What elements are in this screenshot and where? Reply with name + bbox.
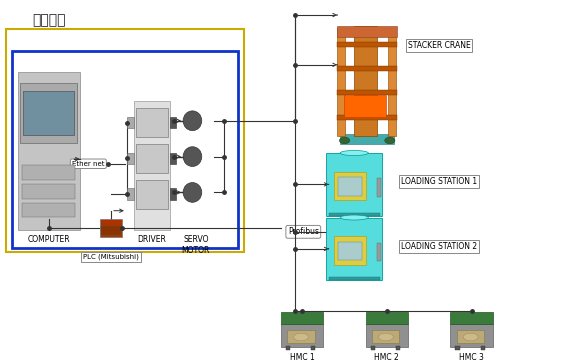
FancyBboxPatch shape xyxy=(456,329,484,343)
Ellipse shape xyxy=(183,147,202,166)
FancyBboxPatch shape xyxy=(281,312,323,324)
FancyBboxPatch shape xyxy=(22,203,75,217)
FancyBboxPatch shape xyxy=(23,91,74,135)
FancyBboxPatch shape xyxy=(170,189,176,200)
FancyBboxPatch shape xyxy=(388,28,396,135)
FancyBboxPatch shape xyxy=(22,184,75,198)
FancyBboxPatch shape xyxy=(337,242,362,260)
FancyBboxPatch shape xyxy=(127,153,134,164)
Text: STACKER CRANE: STACKER CRANE xyxy=(408,41,471,50)
FancyBboxPatch shape xyxy=(450,312,493,324)
FancyBboxPatch shape xyxy=(329,277,380,280)
FancyBboxPatch shape xyxy=(340,134,394,144)
FancyBboxPatch shape xyxy=(354,26,376,135)
FancyBboxPatch shape xyxy=(337,178,362,196)
FancyBboxPatch shape xyxy=(170,153,176,164)
FancyBboxPatch shape xyxy=(137,144,168,173)
Text: Profibus: Profibus xyxy=(288,228,319,236)
Ellipse shape xyxy=(385,137,395,144)
FancyBboxPatch shape xyxy=(481,346,485,350)
FancyBboxPatch shape xyxy=(137,180,168,209)
Text: COMPUTER: COMPUTER xyxy=(27,236,70,245)
Ellipse shape xyxy=(183,111,202,131)
Ellipse shape xyxy=(183,183,202,202)
Text: HMC 2: HMC 2 xyxy=(374,353,399,362)
FancyBboxPatch shape xyxy=(372,329,399,343)
FancyBboxPatch shape xyxy=(311,346,315,350)
FancyBboxPatch shape xyxy=(450,324,493,347)
FancyBboxPatch shape xyxy=(20,83,77,143)
FancyBboxPatch shape xyxy=(337,66,397,71)
FancyBboxPatch shape xyxy=(287,329,315,343)
FancyBboxPatch shape xyxy=(22,165,75,179)
FancyBboxPatch shape xyxy=(329,213,380,216)
Text: LOADING STATION 2: LOADING STATION 2 xyxy=(401,242,477,251)
FancyBboxPatch shape xyxy=(127,117,134,128)
Text: HMC 3: HMC 3 xyxy=(459,353,484,362)
FancyBboxPatch shape xyxy=(134,101,170,230)
Text: Ether net: Ether net xyxy=(72,161,105,167)
FancyBboxPatch shape xyxy=(371,346,375,350)
FancyBboxPatch shape xyxy=(377,178,382,197)
Ellipse shape xyxy=(340,137,350,144)
FancyBboxPatch shape xyxy=(326,153,383,216)
FancyBboxPatch shape xyxy=(337,90,397,95)
FancyBboxPatch shape xyxy=(137,108,168,137)
FancyBboxPatch shape xyxy=(286,346,290,350)
FancyBboxPatch shape xyxy=(335,236,366,265)
Ellipse shape xyxy=(340,150,369,155)
FancyBboxPatch shape xyxy=(337,42,397,47)
Ellipse shape xyxy=(340,215,369,220)
FancyBboxPatch shape xyxy=(396,346,400,350)
Text: HMC 1: HMC 1 xyxy=(290,353,314,362)
FancyBboxPatch shape xyxy=(281,324,323,347)
FancyBboxPatch shape xyxy=(455,346,460,350)
FancyBboxPatch shape xyxy=(377,242,382,261)
Text: 주제어기: 주제어기 xyxy=(32,13,66,27)
Ellipse shape xyxy=(294,333,308,341)
Ellipse shape xyxy=(463,333,478,341)
FancyBboxPatch shape xyxy=(366,312,408,324)
Text: PLC (Mitsubishi): PLC (Mitsubishi) xyxy=(83,254,139,260)
FancyBboxPatch shape xyxy=(23,91,74,135)
FancyBboxPatch shape xyxy=(101,226,121,236)
FancyBboxPatch shape xyxy=(344,95,387,117)
FancyBboxPatch shape xyxy=(326,218,383,280)
Text: DRIVER: DRIVER xyxy=(138,236,167,245)
Text: LOADING STATION 1: LOADING STATION 1 xyxy=(401,177,477,186)
Text: SERVO
MOTOR: SERVO MOTOR xyxy=(181,236,210,255)
FancyBboxPatch shape xyxy=(337,28,345,135)
FancyBboxPatch shape xyxy=(366,324,408,347)
FancyBboxPatch shape xyxy=(100,219,122,237)
FancyBboxPatch shape xyxy=(127,189,134,200)
FancyBboxPatch shape xyxy=(18,72,80,230)
FancyBboxPatch shape xyxy=(335,172,366,200)
FancyBboxPatch shape xyxy=(170,117,176,128)
FancyBboxPatch shape xyxy=(337,115,397,120)
FancyBboxPatch shape xyxy=(337,26,397,37)
Ellipse shape xyxy=(378,333,393,341)
